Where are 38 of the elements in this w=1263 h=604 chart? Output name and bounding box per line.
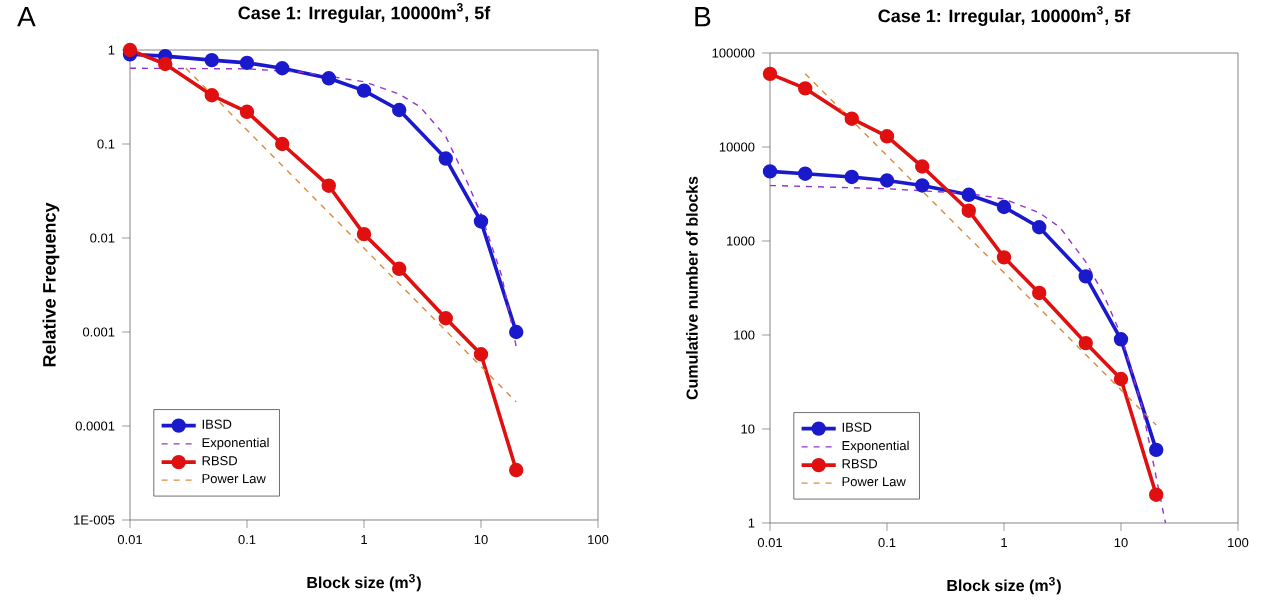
- y-tick-label: 100000: [712, 48, 755, 58]
- text: B: [695, 7, 711, 27]
- y-tick-label: 10000: [719, 142, 755, 152]
- x-tick-label: 100: [588, 535, 609, 545]
- x-tick-label: 0.01: [117, 535, 143, 545]
- legend-label: Power Law: [202, 474, 266, 484]
- x-tick-label: 0.1: [238, 535, 256, 545]
- legend-label: RBSD: [202, 456, 238, 466]
- chart-title: Case 1: Irregular, 10000m$^{3}$, 5f: [238, 3, 491, 23]
- x-tick-label: 1: [361, 535, 367, 544]
- x-axis-title: Block size (m$^{3}$): [947, 576, 1061, 595]
- y-tick-label: 1000: [727, 236, 755, 246]
- y-tick-label: 100: [734, 330, 755, 340]
- legend-label: Power Law: [842, 477, 906, 487]
- chart-title: Case 1: Irregular, 10000m$^{3}$, 5f: [878, 6, 1131, 26]
- y-tick-label: 0.001: [82, 327, 115, 337]
- x-tick-label: 0.01: [757, 538, 783, 548]
- y-tick-label: 1E-005: [74, 515, 115, 525]
- x-tick-label: 100: [1228, 538, 1249, 548]
- y-tick-label: 0.0001: [75, 421, 115, 431]
- y-axis-title: Cumulative number of blocks: [686, 176, 698, 400]
- legend-label: Exponential: [842, 440, 909, 453]
- x-axis-title: Block size (m$^{3}$): [307, 574, 421, 592]
- y-tick-label: 1: [748, 518, 755, 528]
- x-tick-label: 0.1: [878, 538, 896, 548]
- x-tick-label: 10: [474, 535, 488, 545]
- x-tick-label: 10: [1114, 538, 1128, 548]
- legend-label: Exponential: [202, 437, 269, 450]
- legend-label: RBSD: [842, 459, 878, 469]
- y-tick-label: 0.1: [97, 139, 115, 149]
- y-tick-label: 10: [741, 424, 755, 434]
- y-tick-label: 1: [108, 45, 115, 55]
- y-tick-label: 0.01: [90, 233, 115, 243]
- legend-label: IBSD: [202, 419, 232, 429]
- y-axis-title: Relative Frequency: [42, 202, 60, 367]
- text: A: [17, 7, 36, 27]
- legend-label: IBSD: [842, 422, 872, 432]
- x-tick-label: 1: [1001, 538, 1007, 547]
